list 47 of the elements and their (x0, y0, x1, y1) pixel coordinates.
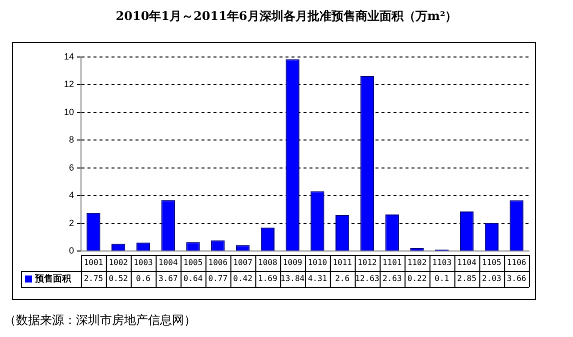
x-tick-label: 1001 (84, 258, 104, 268)
data-label: 2.03 (482, 274, 502, 284)
x-tick-label: 1005 (183, 258, 203, 268)
x-tick-label: 1002 (108, 258, 128, 268)
x-tick-label: 1105 (482, 258, 502, 268)
x-tick-label: 1009 (282, 258, 302, 268)
x-tick-label: 1012 (358, 258, 378, 268)
y-tick-label: 8 (68, 134, 74, 145)
text: （数据来源：深圳市房地产信息网） (4, 312, 196, 329)
data-label: 13.84 (280, 274, 305, 284)
data-label: 0.22 (407, 274, 427, 284)
y-tick-label: 6 (68, 162, 74, 172)
x-tick-label: 1010 (308, 258, 328, 268)
data-label: 2.63 (382, 274, 402, 284)
data-label: 1.69 (258, 274, 278, 284)
data-label: 3.67 (158, 274, 178, 284)
x-tick-label: 1102 (407, 258, 427, 268)
x-tick-label: 1008 (258, 258, 278, 268)
x-tick-label: 1101 (382, 258, 402, 268)
x-tick-label: 1011 (332, 258, 352, 268)
x-tick-label: 1003 (134, 258, 154, 268)
y-tick-label: 10 (64, 106, 74, 117)
x-tick-label: 1103 (432, 258, 452, 268)
legend-label: 预售面积 (34, 273, 72, 284)
x-tick-label: 1104 (457, 258, 477, 268)
data-label: 12.63 (355, 274, 380, 284)
data-label: 2.6 (335, 274, 350, 284)
x-tick-label: 1007 (233, 258, 253, 268)
data-label: 4.31 (308, 274, 328, 284)
x-tick-label: 1106 (506, 258, 526, 268)
data-label: 0.52 (108, 274, 128, 284)
x-tick-label: 1006 (208, 258, 228, 268)
chart-title: 2010年1月～2011年6月深圳各月批准预售商业面积（万m²） (114, 8, 458, 25)
data-label: 0.77 (208, 274, 228, 284)
data-label: 0.6 (136, 274, 151, 284)
y-tick-label: 14 (64, 51, 74, 62)
y-tick-label: 2 (68, 218, 74, 228)
data-label: 0.1 (434, 274, 450, 284)
data-label: 0.64 (183, 274, 203, 284)
y-tick-label: 12 (64, 79, 74, 90)
y-tick-label: 4 (68, 190, 74, 200)
y-tick-label: 0 (68, 245, 74, 256)
data-label: 0.42 (233, 274, 253, 284)
data-label: 3.66 (506, 274, 526, 284)
data-label: 2.85 (457, 274, 477, 284)
x-tick-label: 1004 (158, 258, 178, 268)
data-label: 2.75 (84, 274, 104, 284)
